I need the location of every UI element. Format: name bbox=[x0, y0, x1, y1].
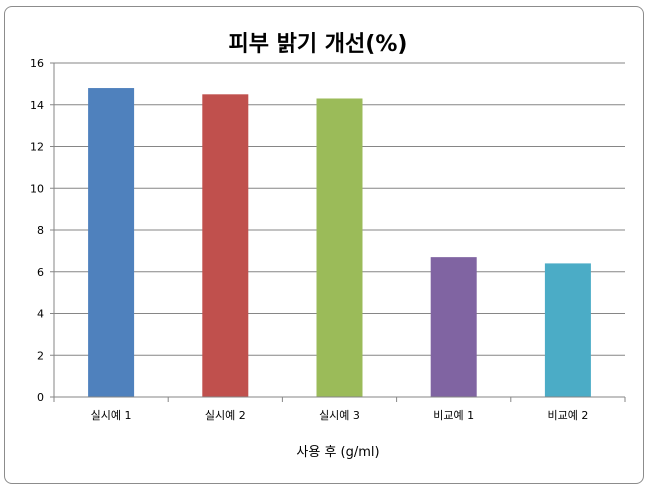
y-tick-label: 2 bbox=[37, 349, 44, 362]
x-tick-label: 실시예 1 bbox=[91, 409, 132, 422]
y-tick-label: 10 bbox=[30, 182, 44, 195]
x-axis-label: 사용 후 (g/ml) bbox=[296, 445, 379, 460]
bars bbox=[88, 88, 591, 397]
y-tick-label: 14 bbox=[30, 99, 44, 112]
bar-3 bbox=[317, 98, 363, 397]
bar-1 bbox=[88, 88, 134, 397]
bar-2 bbox=[202, 94, 248, 397]
y-tick-label: 8 bbox=[37, 224, 44, 237]
x-tick-label: 실시예 3 bbox=[319, 409, 360, 422]
bar-4 bbox=[431, 257, 477, 397]
y-tick-label: 16 bbox=[30, 57, 44, 70]
x-tick-label: 비교예 2 bbox=[547, 409, 588, 422]
y-tick-label: 6 bbox=[37, 266, 44, 279]
y-tick-label: 4 bbox=[37, 308, 44, 321]
y-tick-label: 12 bbox=[30, 141, 44, 154]
chart-title: 피부 밝기 개선(%) bbox=[229, 32, 408, 57]
x-tick-label: 비교예 1 bbox=[433, 409, 474, 422]
bar-5 bbox=[545, 263, 591, 397]
y-tick-label: 0 bbox=[37, 391, 44, 404]
x-axis-ticks: 실시예 1 실시예 2 실시예 3 비교예 1 비교예 2 bbox=[54, 397, 625, 422]
y-axis-ticks: 0 2 4 6 8 10 12 14 16 bbox=[30, 57, 54, 404]
x-tick-label: 실시예 2 bbox=[205, 409, 246, 422]
